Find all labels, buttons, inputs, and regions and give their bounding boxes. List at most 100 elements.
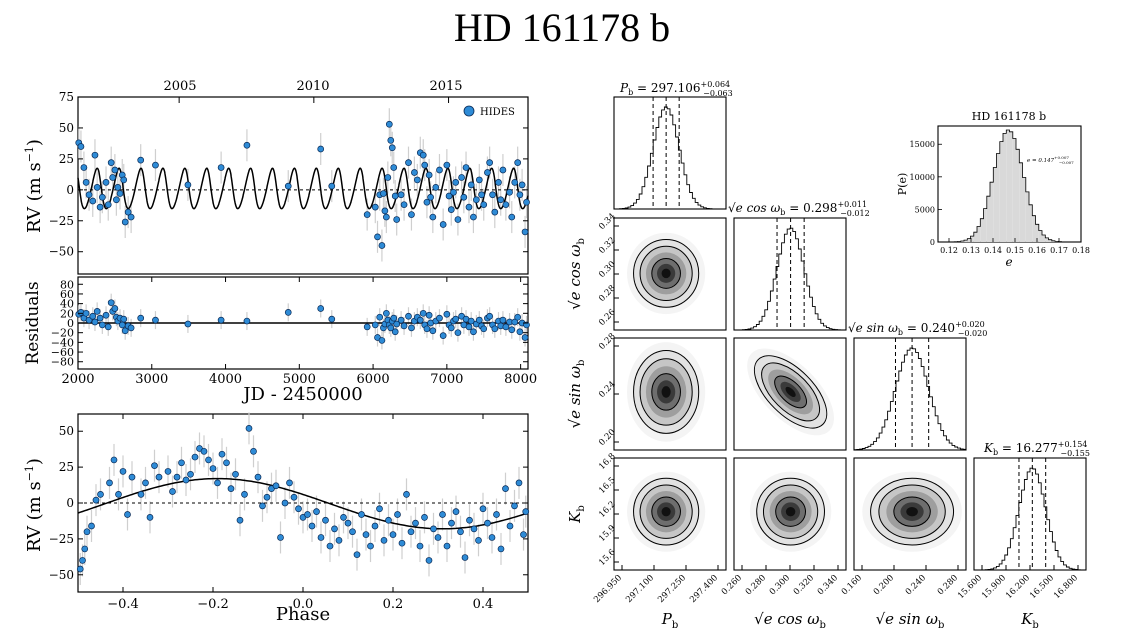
- residuals-ylabel: Residuals: [23, 281, 43, 364]
- rv-data-point: [439, 221, 447, 228]
- rv-ylabel: RV (m s−1): [23, 139, 45, 233]
- eccentricity-histogram: 0.12 0.13 0.14 0.15 0.16 0.17 0.18 0 5000 10000 15…: [896, 110, 1090, 269]
- phase-data-point: [340, 514, 347, 521]
- corner-title-K: Kb = 16.277+0.154 −0.155: [983, 440, 1090, 458]
- rv-data-point: [516, 191, 524, 199]
- residual-data-point: [508, 326, 516, 334]
- phase-data-point: [389, 531, 397, 538]
- rv-data-point: [390, 164, 398, 171]
- rv-data-point: [393, 216, 401, 223]
- phase-data-point: [466, 516, 473, 524]
- corner-y-ticklabel: 16.2: [597, 500, 617, 520]
- ecc-x-ticklabel: 0.13: [962, 246, 980, 255]
- phase-data-point: [434, 534, 442, 541]
- jd-xlabel: JD - 2450000: [241, 384, 362, 405]
- residual-data-point: [416, 316, 424, 324]
- corner-x-ticklabel: 16.500: [1028, 573, 1056, 601]
- phase-data-point: [317, 534, 325, 541]
- rv-data-point: [93, 184, 101, 191]
- phase-y-ticklabel: −25: [49, 532, 74, 546]
- phase-data-point: [515, 479, 523, 487]
- res-x-ticklabel: 3000: [135, 372, 168, 387]
- corner-hist-frame: [733, 217, 847, 331]
- phase-data-point: [259, 502, 266, 510]
- residual-data-point: [383, 309, 390, 317]
- phase-xlabel: Phase: [276, 604, 330, 625]
- residual-data-point: [405, 312, 412, 320]
- corner-ylabel: Kb: [566, 505, 587, 524]
- phase-data-point: [367, 542, 374, 550]
- corner-x-ticklabel: 297.250: [656, 573, 688, 605]
- res-y-ticklabel: 80: [60, 278, 74, 291]
- rv-data-point: [91, 151, 99, 159]
- phase-data-point: [209, 465, 217, 472]
- phase-data-point: [443, 542, 451, 550]
- corner-contour: [661, 268, 671, 279]
- phase-data-point: [76, 565, 84, 573]
- residual-data-point: [454, 329, 462, 337]
- residual-data-point: [486, 312, 493, 320]
- residual-data-point: [93, 308, 101, 315]
- residual-data-point: [452, 315, 460, 323]
- residual-data-point: [443, 310, 451, 318]
- residual-data-point: [378, 337, 386, 344]
- ecc-histogram-bar: [1042, 234, 1046, 242]
- corner-y-ticklabel: 0.20: [597, 428, 617, 448]
- residual-data-point: [390, 314, 398, 322]
- rv-data-point: [98, 193, 106, 201]
- rv-data-point: [508, 213, 516, 221]
- residual-data-point: [511, 318, 519, 326]
- phase-data-point: [115, 491, 122, 498]
- ecc-histogram-bar: [1035, 224, 1039, 242]
- rv-data-point: [423, 198, 431, 206]
- ecc-histogram-bar: [986, 196, 990, 242]
- phase-data-point: [295, 505, 302, 513]
- ecc-histogram-bar: [993, 167, 997, 242]
- rv-data-point: [470, 213, 477, 221]
- phase-data-point: [358, 511, 365, 518]
- rv-data-point: [460, 193, 468, 201]
- corner-y-ticklabel: 0.34: [597, 212, 617, 232]
- phase-data-point: [313, 508, 320, 515]
- residual-data-point: [499, 316, 507, 324]
- residual-data-point: [111, 305, 119, 312]
- ecc-xlabel: e: [1005, 255, 1012, 269]
- corner-y-ticklabel: 16.5: [597, 476, 617, 496]
- phase-data-point: [479, 505, 487, 513]
- corner-histogram-P: [614, 106, 726, 210]
- rv-data-point: [397, 191, 405, 199]
- ecc-histogram-bar: [964, 240, 968, 242]
- residual-data-point: [217, 316, 225, 324]
- rv-data-point: [120, 176, 128, 184]
- residual-data-point: [502, 323, 510, 331]
- corner-hist-frame: [973, 457, 1087, 571]
- phase-y-ticklabel: 0: [66, 496, 74, 510]
- corner-x-ticklabel: 15.900: [980, 573, 1008, 601]
- rv-data-point: [380, 190, 387, 197]
- residual-data-point: [184, 320, 192, 328]
- phase-data-point: [187, 470, 194, 478]
- rv-data-point: [114, 184, 122, 191]
- rv-y-ticklabel: 50: [59, 121, 74, 135]
- phase-data-point: [304, 511, 311, 518]
- phase-data-point: [520, 531, 527, 538]
- residual-data-point: [120, 315, 128, 323]
- corner-y-ticklabel: 0.30: [597, 260, 617, 280]
- rv-data-point: [80, 164, 88, 171]
- rv-data-point: [486, 159, 493, 166]
- phase-data-point: [110, 456, 118, 464]
- corner-x-ticklabel: 0.340: [816, 573, 840, 597]
- phase-data-point: [97, 491, 104, 498]
- corner-x-ticklabel: 0.260: [720, 573, 744, 597]
- residual-data-point: [363, 323, 371, 331]
- res-y-ticklabel: −20: [51, 327, 74, 340]
- phase-data-point: [506, 522, 514, 530]
- phase-data-point: [407, 528, 415, 536]
- rv-data-point: [447, 206, 455, 213]
- rv-data-point: [102, 179, 110, 186]
- residual-data-point: [284, 308, 292, 316]
- rv-data-point: [462, 164, 470, 171]
- res-x-ticklabel: 6000: [357, 372, 390, 387]
- phase-data-point: [88, 522, 95, 530]
- phase-data-point: [421, 514, 428, 521]
